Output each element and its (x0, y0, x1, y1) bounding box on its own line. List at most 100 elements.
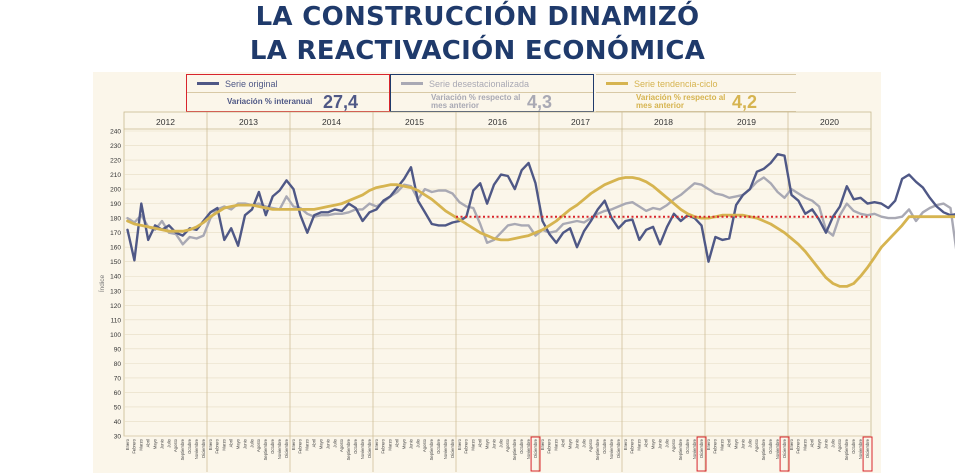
month-tick-label: Septiembre (678, 438, 683, 460)
month-tick-label: Julio (166, 438, 171, 447)
month-tick-label: Febrero (381, 438, 386, 453)
series-line-original (126, 152, 955, 263)
y-tick-label: 220 (110, 158, 121, 165)
month-tick-label: Marzo (554, 438, 559, 450)
highlight-month-box (862, 436, 873, 472)
legend-desest-swatch (401, 82, 423, 85)
y-tick-label: 200 (110, 187, 121, 194)
month-tick-label: Octubre (270, 438, 275, 454)
month-tick-label: Febrero (796, 438, 801, 453)
y-tick-label: 70 (114, 375, 122, 382)
y-tick-label: 90 (114, 346, 122, 353)
month-tick-label: Diciembre (699, 438, 704, 458)
month-tick-label: Marzo (222, 438, 227, 450)
month-tick-label: Marzo (388, 438, 393, 450)
month-tick-label: Noviembre (858, 438, 863, 459)
month-tick-label: Octubre (519, 438, 524, 454)
month-tick-label: Marzo (305, 438, 310, 450)
month-tick-label: Abril (312, 439, 317, 447)
month-tick-label: Diciembre (284, 438, 289, 458)
year-label: 2014 (322, 117, 341, 127)
month-tick-label: Octubre (685, 438, 690, 454)
month-tick-label: Enero (208, 438, 213, 450)
month-tick-label: Diciembre (367, 438, 372, 458)
month-tick-label: Octubre (851, 438, 856, 454)
month-tick-label: Febrero (215, 438, 220, 453)
month-tick-label: Enero (457, 438, 462, 450)
month-tick-label: Febrero (547, 438, 552, 453)
month-tick-label: Agosto (256, 438, 261, 452)
headline-line-2: LA REACTIVACIÓN ECONÓMICA (249, 36, 706, 66)
month-tick-label: Agosto (173, 438, 178, 452)
y-tick-label: 140 (110, 274, 121, 281)
legend-original-var-value: 27,4 (323, 91, 359, 112)
y-tick-label: 240 (110, 129, 121, 136)
y-tick-label: 180 (110, 216, 121, 223)
y-tick-label: 80 (114, 361, 122, 368)
month-tick-label: Mayo (401, 438, 406, 449)
y-tick-label: 170 (110, 230, 121, 237)
month-tick-label: Mayo (816, 438, 821, 449)
month-tick-label: Julio (498, 438, 503, 447)
month-tick-label: Enero (125, 438, 130, 450)
month-tick-label: Marzo (471, 438, 476, 450)
year-label: 2020 (820, 117, 839, 127)
month-tick-label: Enero (706, 438, 711, 450)
month-tick-label: Septiembre (429, 438, 434, 460)
month-tick-label: Diciembre (533, 438, 538, 458)
year-label: 2017 (571, 117, 590, 127)
plot-frame (123, 111, 872, 437)
month-tick-label: Diciembre (201, 438, 206, 458)
month-tick-label: Julio (830, 438, 835, 447)
month-tick-label: Noviembre (609, 438, 614, 459)
legend-tendencia-label: Serie tendencia-ciclo (634, 78, 718, 89)
month-tick-label: Julio (332, 438, 337, 447)
month-tick-label: Octubre (353, 438, 358, 454)
legend-desest-label: Serie desestacionalizada (429, 78, 530, 89)
month-tick-label: Octubre (187, 438, 192, 454)
headline-line-1: LA CONSTRUCCIÓN DINAMIZÓ (255, 2, 700, 32)
month-tick-label: Noviembre (443, 438, 448, 459)
month-tick-label: Junio (491, 438, 496, 449)
month-tick-label: Junio (657, 438, 662, 449)
month-tick-label: Enero (374, 438, 379, 450)
month-tick-label: Agosto (339, 438, 344, 452)
month-tick-label: Mayo (484, 438, 489, 449)
month-tick-label: Junio (408, 438, 413, 449)
month-tick-label: Abril (146, 439, 151, 447)
year-label: 2016 (488, 117, 507, 127)
y-tick-label: 100 (110, 332, 121, 339)
legend-tendencia-var-label: Variación % respecto al mes anterior (636, 93, 726, 110)
month-tick-label: Junio (823, 438, 828, 449)
legend-original-var-label: Variación % interanual (227, 97, 313, 106)
y-tick-label: 130 (110, 288, 121, 295)
month-tick-label: Febrero (713, 438, 718, 453)
month-tick-label: Marzo (803, 438, 808, 450)
month-tick-label: Diciembre (450, 438, 455, 458)
month-tick-label: Mayo (152, 438, 157, 449)
month-tick-label: Junio (740, 438, 745, 449)
month-tick-label: Diciembre (616, 438, 621, 458)
month-tick-label: Noviembre (277, 438, 282, 459)
y-tick-label: 230 (110, 143, 121, 150)
month-tick-label: Mayo (318, 438, 323, 449)
y-tick-label: 40 (114, 419, 122, 426)
month-tick-label: Julio (747, 438, 752, 447)
month-tick-label: Agosto (505, 438, 510, 452)
legend-desest-var-value: 4,3 (527, 91, 553, 112)
month-tick-label: Septiembre (263, 438, 268, 460)
y-tick-label: 190 (110, 201, 121, 208)
month-tick-label: Abril (395, 439, 400, 447)
month-tick-label: Agosto (754, 438, 759, 452)
month-tick-label: Septiembre (180, 438, 185, 460)
month-tick-label: Enero (540, 438, 545, 450)
month-tick-label: Junio (242, 438, 247, 449)
month-tick-label: Abril (727, 439, 732, 447)
month-tick-label: Abril (478, 439, 483, 447)
month-tick-label: Agosto (671, 438, 676, 452)
month-tick-label: Enero (291, 438, 296, 450)
month-tick-label: Septiembre (595, 438, 600, 460)
series-line-tendencia-ciclo (126, 176, 955, 288)
legend-desestacionalizada: Serie desestacionalizada Variación % res… (390, 74, 594, 112)
month-tick-label: Abril (810, 439, 815, 447)
